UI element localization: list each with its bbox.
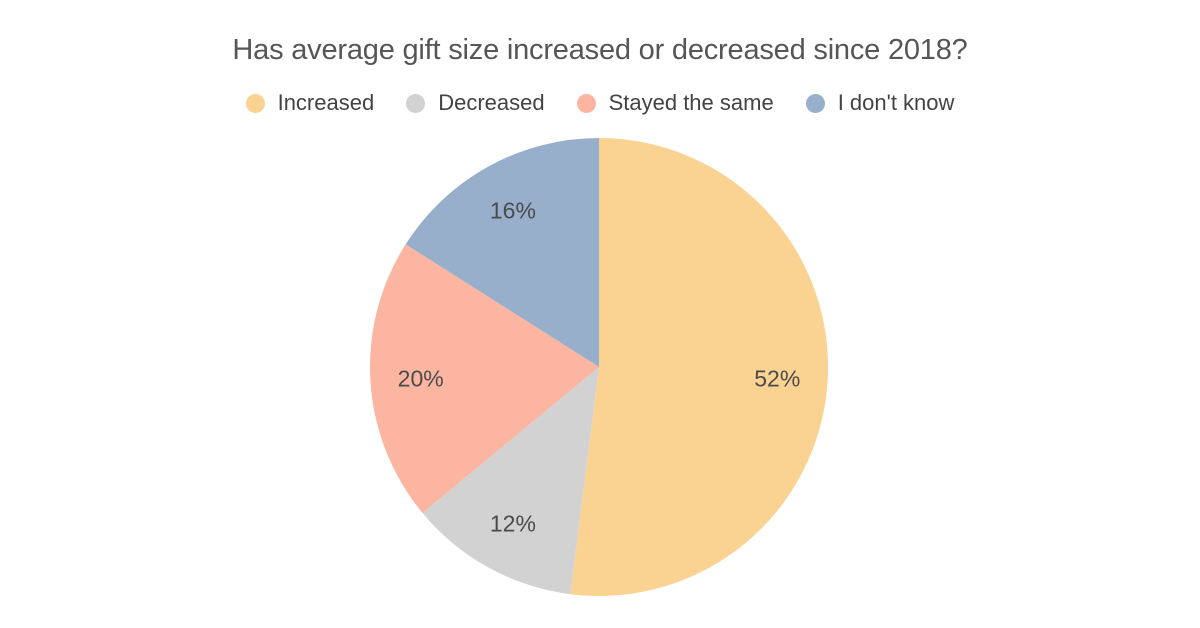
slice-label-increased: 52% <box>754 365 800 391</box>
legend-label: Increased <box>277 90 375 115</box>
pie-slice-decreased <box>422 367 599 595</box>
pie-slice-stayed-the-same <box>370 244 599 513</box>
chart-title: Has average gift size increased or decre… <box>232 34 968 66</box>
legend-item-i-don-t-know: I don't know <box>805 90 955 116</box>
legend-label: Decreased <box>438 90 545 115</box>
legend-label: I don't know <box>837 90 955 115</box>
pie-slice-increased <box>570 138 829 596</box>
slice-label-decreased: 12% <box>490 511 536 537</box>
legend-item-increased: Increased <box>245 90 375 116</box>
chart-legend: Increased Decreased Stayed the same I don't… <box>0 90 1200 116</box>
legend-item-stayed-the-same: Stayed the same <box>576 90 774 116</box>
slice-label-stayed-the-same: 20% <box>398 365 444 391</box>
slice-label-i-don-t-know: 16% <box>490 198 536 224</box>
legend-swatch-icon <box>576 93 596 113</box>
legend-swatch-icon <box>805 93 825 113</box>
legend-item-decreased: Decreased <box>406 90 545 116</box>
pie-slice-i-don-t-know <box>405 138 599 367</box>
legend-swatch-icon <box>245 93 265 113</box>
legend-label: Stayed the same <box>608 90 774 115</box>
legend-swatch-icon <box>406 93 426 113</box>
